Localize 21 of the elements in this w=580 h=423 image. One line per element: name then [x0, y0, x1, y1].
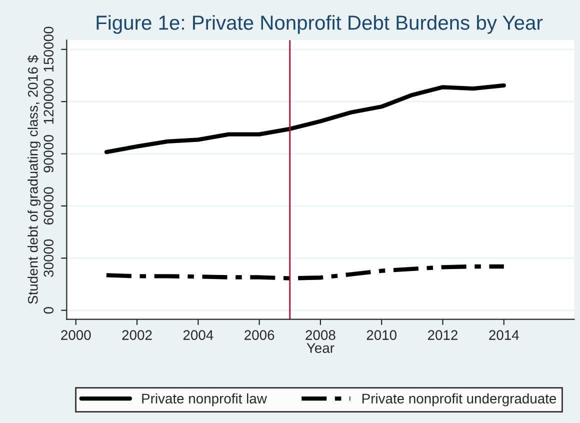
- line-series: [104, 83, 506, 154]
- legend-label: Private nonprofit undergraduate: [362, 393, 556, 406]
- x-tick-label: 2010: [366, 330, 396, 340]
- y-tick-label: 60000: [44, 187, 54, 225]
- y-tick-label: 120000: [44, 78, 54, 124]
- y-axis-title: Student debt of graduating class, 2016 $: [27, 55, 41, 304]
- x-tick-label: 2006: [244, 330, 274, 340]
- x-tick-label: 2014: [489, 330, 519, 340]
- x-tick-label: 2002: [122, 330, 152, 340]
- x-tick-label: 2000: [61, 330, 91, 340]
- x-tick-label: 2012: [428, 330, 458, 340]
- chart-title: Figure 1e: Private Nonprofit Debt Burdens by Year: [96, 15, 543, 34]
- x-tick-label: 2008: [306, 330, 336, 340]
- y-tick-label: 150000: [44, 26, 54, 72]
- line-series: [104, 264, 506, 280]
- x-tick-label: 2004: [183, 330, 214, 340]
- x-axis-title: Year: [306, 343, 334, 353]
- y-tick-label: 30000: [44, 239, 54, 277]
- y-tick-label: 0: [44, 307, 54, 314]
- legend-label: Private nonprofit law: [142, 393, 267, 406]
- y-tick-label: 90000: [44, 135, 54, 172]
